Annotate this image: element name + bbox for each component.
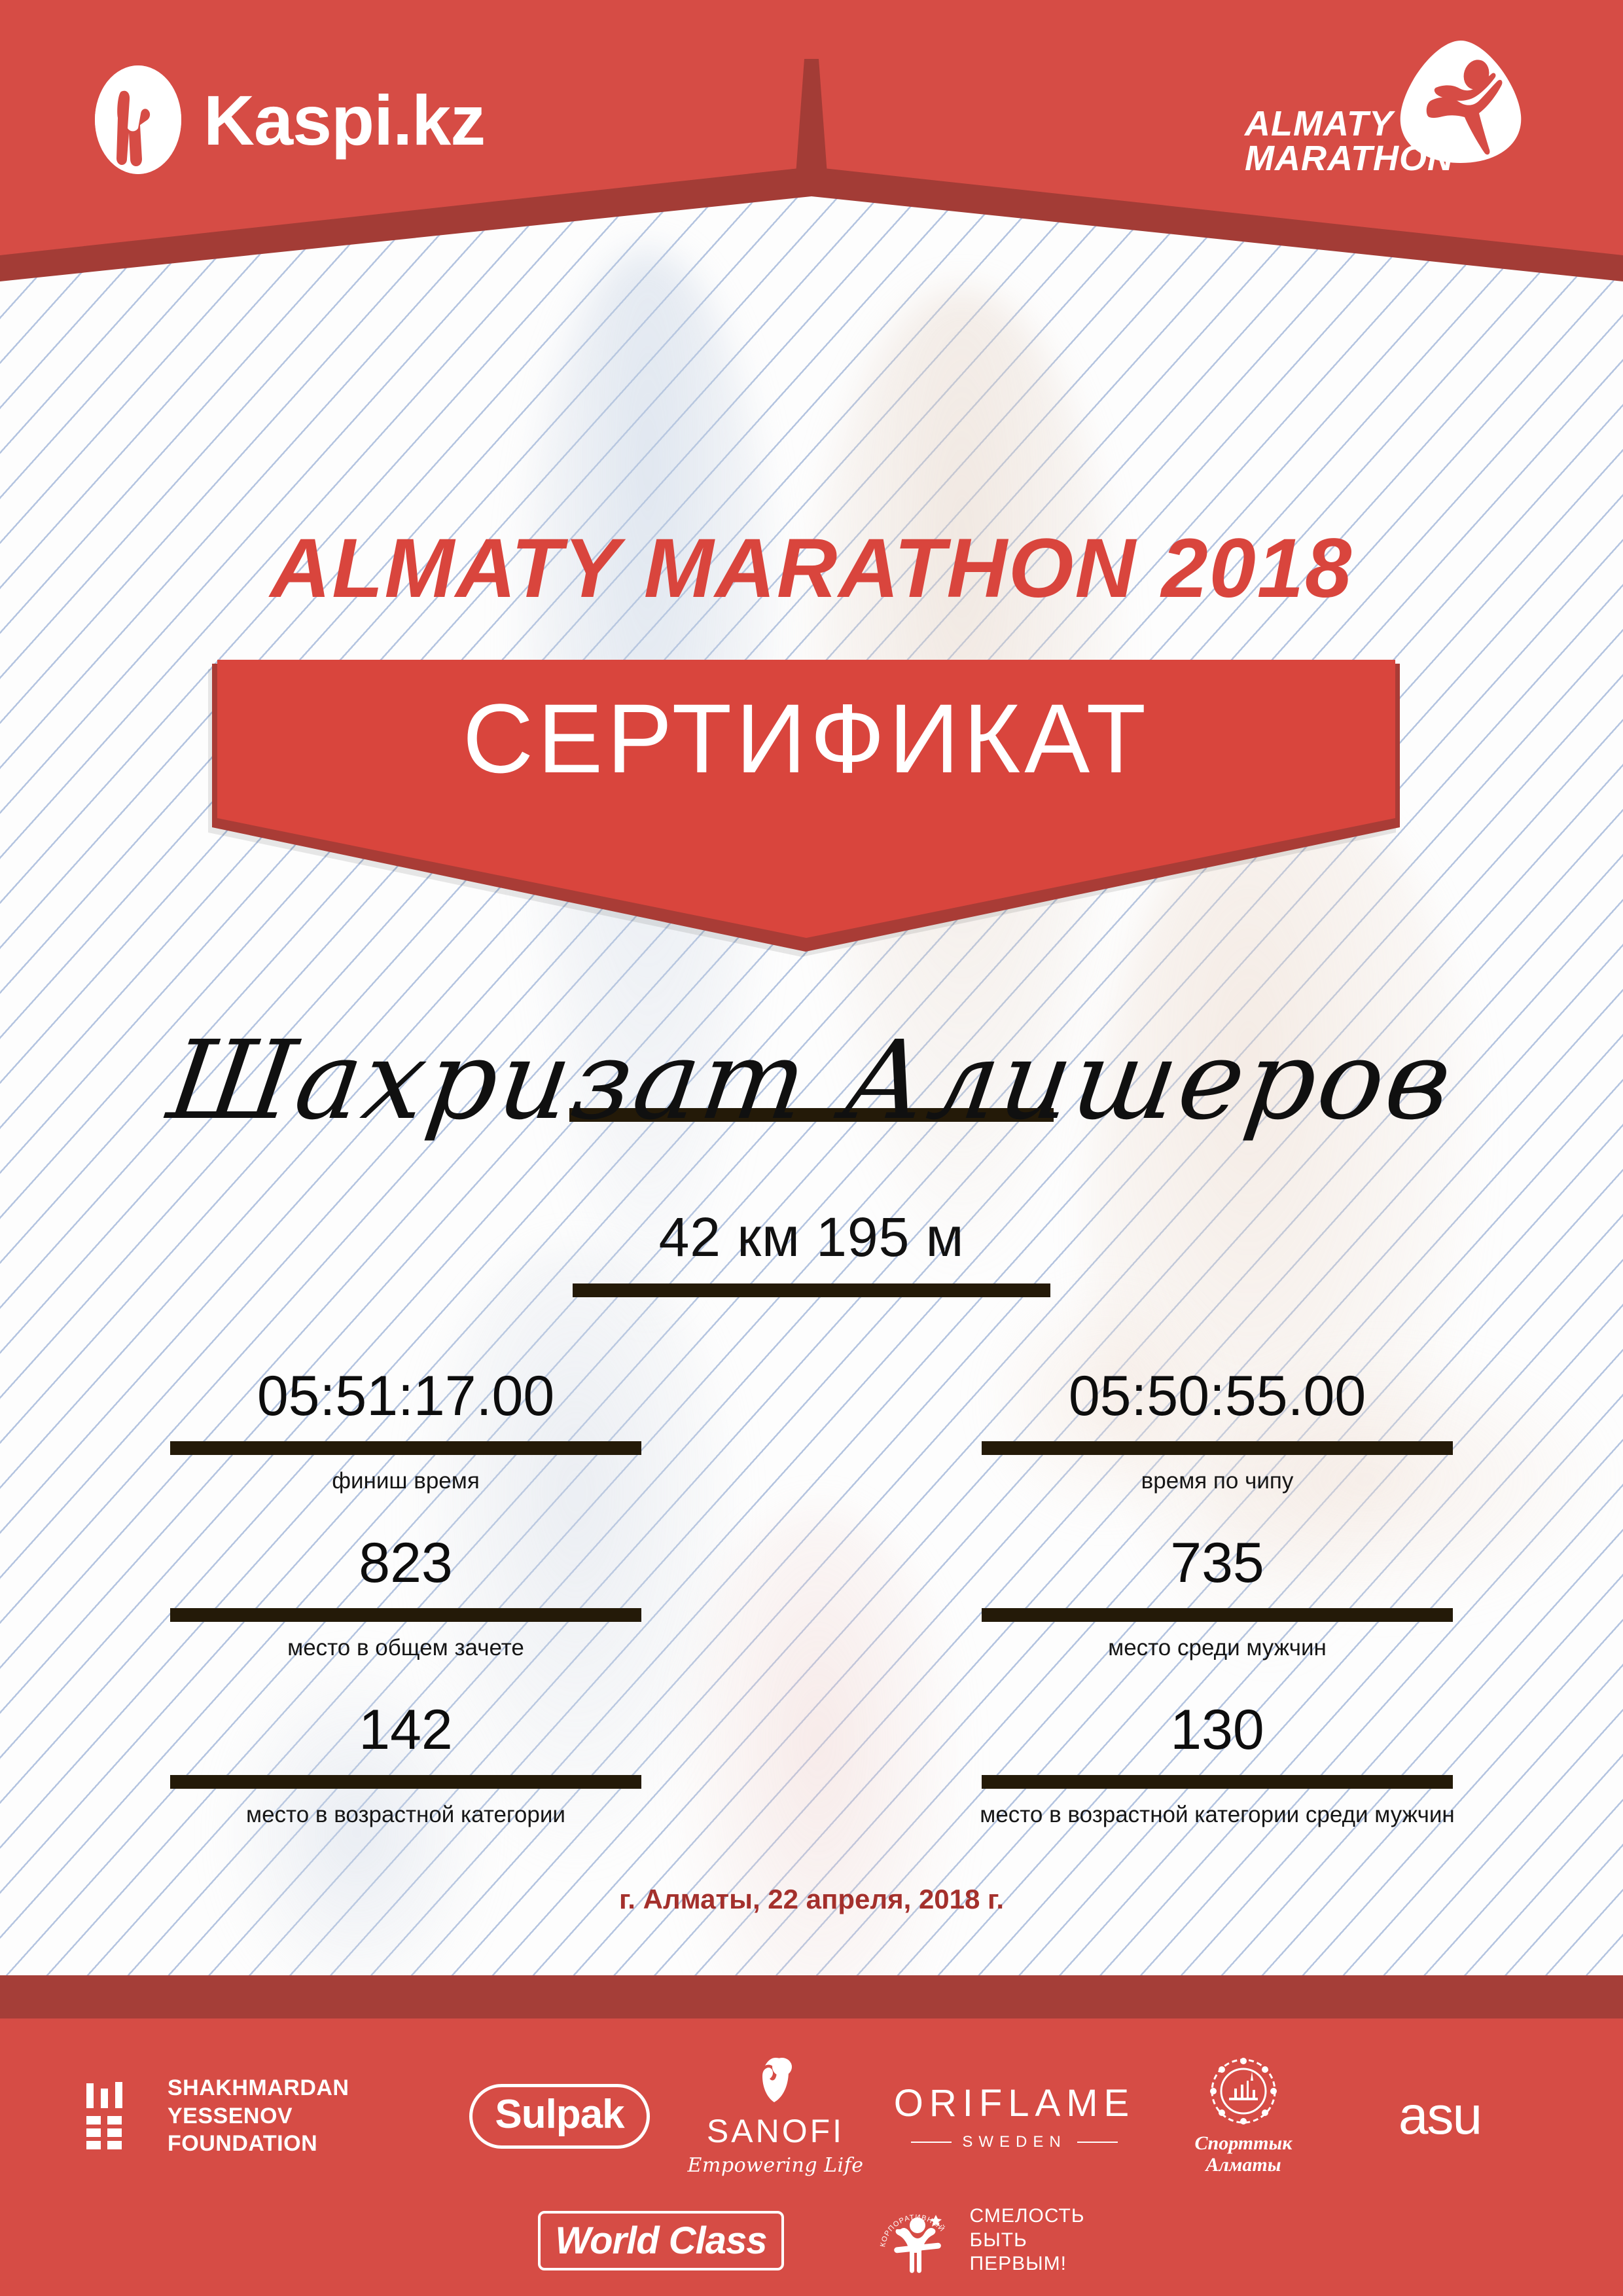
result-underline (982, 1441, 1453, 1455)
result-value: 142 (359, 1698, 453, 1761)
kaspi-logo: Kaspi.kz (95, 65, 486, 174)
results-row: 142 место в возрастной категории 130 мес… (0, 1702, 1623, 1828)
result-finish-time: 05:51:17.00 финиш время (0, 1368, 812, 1494)
result-men-place: 735 место среди мужчин (812, 1535, 1623, 1661)
kaspi-family-icon (95, 65, 181, 174)
results-row: 823 место в общем зачете 735 место среди… (0, 1535, 1623, 1661)
oriflame-rule-left (911, 2141, 952, 2143)
asu-logo-icon: asu (1398, 2086, 1482, 2145)
event-date-location: г. Алматы, 22 апреля, 2018 г. (619, 1884, 1004, 1914)
result-label: место среди мужчин (1108, 1635, 1327, 1660)
sponsor-world-class: World Class (538, 2210, 784, 2270)
oriflame-sub: SWEDEN (911, 2132, 1118, 2151)
sponsor-smelost-byt-pervym: КОРПОРАТИВНЫЙ ФОНД СМЕЛОСТЬ БЫТЬ ПЕРВЫМ! (872, 2196, 1085, 2279)
sponsor-sulpak: Sulpak (452, 2083, 668, 2149)
footer-accent-band (0, 1975, 1623, 2018)
result-value: 05:51:17.00 (257, 1365, 555, 1427)
result-underline (170, 1775, 641, 1789)
sulpak-logo-icon: Sulpak (469, 2083, 650, 2149)
result-value: 823 (359, 1532, 453, 1594)
distance-value: 42 км 195 м (658, 1206, 965, 1268)
event-title: ALMATY MARATHON 2018 (270, 522, 1353, 615)
runner-photo-ghost (982, 1276, 1230, 1525)
row-spacer (0, 1661, 1623, 1702)
yessenov-wordmark: SHAKHMARDAN YESSENOV FOUNDATION (168, 2074, 452, 2158)
distance-block: 42 км 195 м (0, 1206, 1623, 1297)
smelost-byt-pervym-icon: КОРПОРАТИВНЫЙ ФОНД (872, 2196, 953, 2279)
sanofi-tagline: Empowering Life (687, 2154, 864, 2177)
result-underline (982, 1775, 1453, 1789)
sanofi-bird-icon (745, 2055, 806, 2112)
almaty-marathon-line2: MARATHON (1245, 138, 1454, 178)
sponsor-row-primary: SHAKHMARDAN YESSENOV FOUNDATION Sulpak S… (0, 2054, 1623, 2178)
sponsor-sport-almaty: Спорттык Алматы (1145, 2057, 1342, 2176)
athlete-name: Шахризат Алишеров (161, 1018, 1462, 1144)
oriflame-country: SWEDEN (962, 2132, 1067, 2151)
distance-underline (573, 1283, 1050, 1297)
almaty-marathon-runner-icon (1395, 38, 1526, 169)
athlete-name-block: Шахризат Алишеров (0, 1018, 1623, 1144)
certificate-heading: СЕРТИФИКАТ (462, 683, 1150, 793)
sponsor-oriflame: ORIFLAME SWEDEN (883, 2081, 1145, 2151)
results-grid: 05:51:17.00 финиш время 05:50:55.00 врем… (0, 1368, 1623, 1828)
results-row: 05:51:17.00 финиш время 05:50:55.00 врем… (0, 1368, 1623, 1494)
sport-almaty-line1: Спорттык (1194, 2132, 1293, 2154)
almaty-marathon-logo: ALMATY MARATHON (1245, 38, 1526, 202)
result-underline (982, 1608, 1453, 1622)
smelost-line1: СМЕЛОСТЬ (969, 2205, 1085, 2227)
world-class-logo-icon: World Class (538, 2210, 784, 2270)
result-age-group-men-place: 130 место в возрастной категории среди м… (812, 1702, 1623, 1828)
runner-photo-ghost (1198, 1342, 1616, 1617)
sanofi-wordmark: SANOFI (706, 2113, 845, 2149)
result-underline (170, 1441, 641, 1455)
result-chip-time: 05:50:55.00 время по чипу (812, 1368, 1623, 1494)
yessenov-line2: FOUNDATION (168, 2131, 318, 2157)
yessenov-foundation-icon (85, 2082, 141, 2150)
sport-almaty-wordmark: Спорттык Алматы (1195, 2132, 1293, 2176)
result-overall-place: 823 место в общем зачете (0, 1535, 812, 1661)
certificate-banner: СЕРТИФИКАТ (208, 660, 1405, 957)
runner-photo-ghost (1086, 785, 1492, 1669)
sponsor-asu: asu (1342, 2085, 1538, 2147)
oriflame-wordmark: ORIFLAME (893, 2081, 1135, 2125)
header-banner: Kaspi.kz ALMATY MARATHON (0, 0, 1623, 340)
result-label: место в возрастной категории (246, 1802, 565, 1827)
result-value: 130 (1170, 1698, 1264, 1761)
result-age-group-place: 142 место в возрастной категории (0, 1702, 812, 1828)
runner-photo-ghost (216, 1649, 497, 2016)
result-label: место в общем зачете (287, 1635, 524, 1660)
row-spacer (0, 1494, 1623, 1535)
almaty-marathon-line1: ALMATY (1245, 104, 1393, 143)
sponsor-sanofi: SANOFI Empowering Life (668, 2055, 883, 2177)
result-value: 05:50:55.00 (1068, 1365, 1366, 1427)
sport-almaty-line2: Алматы (1205, 2153, 1281, 2176)
smelost-line3: ПЕРВЫМ! (969, 2253, 1067, 2275)
result-label: место в возрастной категории среди мужчи… (980, 1802, 1455, 1827)
oriflame-rule-right (1077, 2141, 1118, 2143)
result-label: финиш время (332, 1468, 480, 1494)
smelost-wordmark: СМЕЛОСТЬ БЫТЬ ПЕРВЫМ! (970, 2204, 1085, 2276)
almaty-marathon-wordmark: ALMATY MARATHON (1245, 104, 1454, 178)
kaspi-wordmark: Kaspi.kz (204, 80, 486, 160)
result-underline (170, 1608, 641, 1622)
sponsor-row-secondary: World Class КОРПОРАТИВНЫЙ ФОНД (0, 2191, 1623, 2289)
athlete-name-underline (569, 1108, 1054, 1122)
sponsors-footer: SHAKHMARDAN YESSENOV FOUNDATION Sulpak S… (0, 1975, 1623, 2296)
result-value: 735 (1170, 1532, 1264, 1594)
sport-almaty-emblem-icon (1209, 2057, 1277, 2128)
runner-photo-ghost (406, 1244, 746, 1865)
smelost-line2: БЫТЬ (969, 2229, 1027, 2251)
result-label: время по чипу (1141, 1468, 1294, 1494)
sponsor-yessenov-foundation: SHAKHMARDAN YESSENOV FOUNDATION (85, 2074, 452, 2158)
yessenov-line1: SHAKHMARDAN YESSENOV (168, 2075, 349, 2128)
